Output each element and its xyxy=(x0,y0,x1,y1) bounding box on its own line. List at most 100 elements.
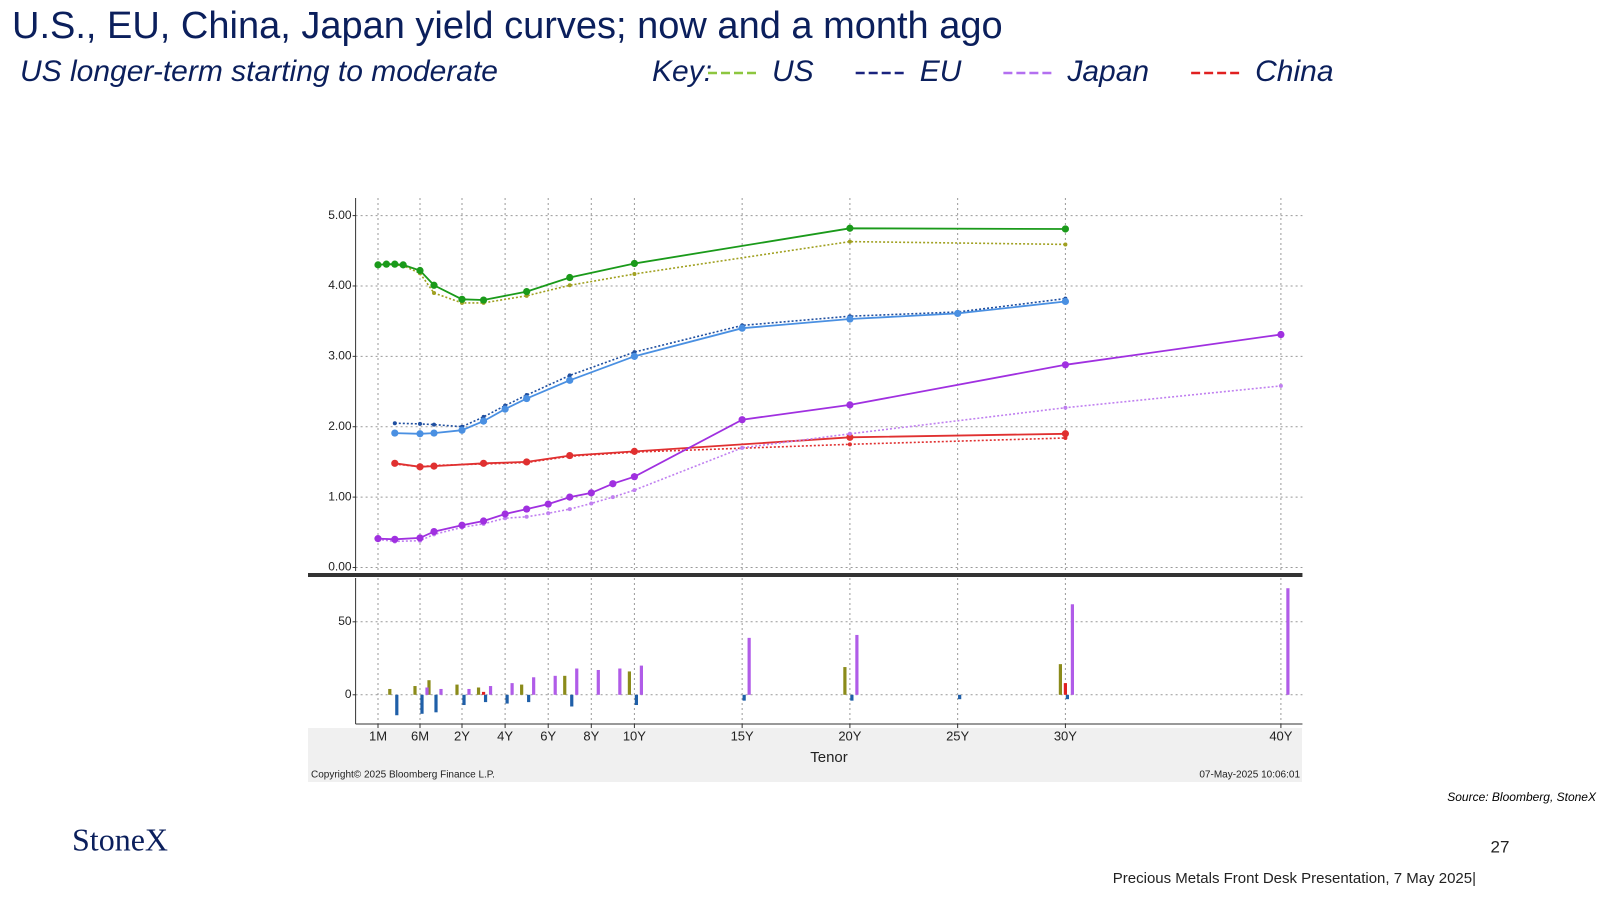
point xyxy=(524,514,529,519)
point xyxy=(847,431,852,436)
point xyxy=(418,421,422,426)
change-bar xyxy=(553,675,557,695)
logo: StoneX xyxy=(72,821,168,857)
x-tick-label: 8Y xyxy=(583,728,599,743)
point xyxy=(523,458,531,466)
point xyxy=(738,324,746,332)
x-tick-label: 2Y xyxy=(454,728,470,743)
point xyxy=(416,266,424,275)
y-tick-label: 4.00 xyxy=(328,278,352,292)
point xyxy=(1061,297,1069,306)
x-tick-label: 40Y xyxy=(1269,728,1292,743)
change-bar xyxy=(634,694,638,706)
point xyxy=(566,493,574,501)
y-tick-label: 2.00 xyxy=(328,419,352,433)
chart-area xyxy=(308,198,1302,782)
point xyxy=(1278,383,1283,388)
change-bar xyxy=(627,671,631,695)
copyright: Copyright© 2025 Bloomberg Finance L.P. xyxy=(311,770,495,781)
point xyxy=(391,535,399,543)
change-bar xyxy=(455,684,459,695)
point xyxy=(399,261,407,269)
point xyxy=(432,422,436,427)
change-bar xyxy=(483,694,488,703)
point xyxy=(1061,430,1069,438)
point xyxy=(391,429,399,437)
point xyxy=(630,352,639,360)
y-tick-label: 5.00 xyxy=(328,208,352,222)
point xyxy=(432,291,436,296)
change-bar xyxy=(527,694,531,703)
change-bar xyxy=(420,694,424,714)
timestamp: 07-May-2025 10:06:01 xyxy=(1199,770,1300,781)
key-entry: EU xyxy=(920,55,962,88)
change-bar xyxy=(488,686,493,695)
plot: 0.00 1.00 2.00 3.00 4.00 5.00 0 50 1M 6M 2Y 4Y 6Y 8Y 1… xyxy=(308,198,1303,781)
presentation-footer: Precious Metals Front Desk Presentation,… xyxy=(1113,870,1476,887)
key-entry: Japan xyxy=(1066,55,1149,88)
point xyxy=(567,283,572,288)
axis-strip xyxy=(308,728,1302,782)
x-tick-label: 30Y xyxy=(1054,728,1077,743)
y-tick-label: 0.00 xyxy=(328,560,352,574)
point xyxy=(954,309,962,318)
point xyxy=(479,417,488,425)
point xyxy=(430,281,438,289)
point xyxy=(416,463,424,471)
point xyxy=(416,430,424,438)
change-bar xyxy=(1063,683,1067,695)
key-entry: US xyxy=(772,55,814,88)
point xyxy=(416,534,424,542)
change-bar xyxy=(570,694,574,707)
point xyxy=(523,288,531,296)
point xyxy=(430,527,438,536)
change-bar xyxy=(618,668,622,695)
point xyxy=(458,521,466,529)
point xyxy=(374,261,382,269)
point xyxy=(846,315,854,323)
point xyxy=(738,416,746,424)
change-bar xyxy=(747,637,751,695)
page-number: 27 xyxy=(1491,837,1510,856)
x-tick-label: 4Y xyxy=(497,728,513,743)
point xyxy=(1063,405,1068,410)
change-bar xyxy=(388,688,392,695)
change-bar xyxy=(505,694,509,704)
point xyxy=(846,433,854,441)
change-bar xyxy=(1286,588,1290,695)
point xyxy=(566,451,574,460)
point xyxy=(501,510,509,518)
x-tick-label: 6Y xyxy=(540,728,556,743)
change-bar xyxy=(532,677,536,695)
point xyxy=(479,517,488,525)
key: US EU Japan China xyxy=(708,55,1334,88)
point xyxy=(567,373,572,378)
change-bar xyxy=(462,694,466,706)
source: Source: Bloomberg, StoneX xyxy=(1447,790,1597,804)
change-bar xyxy=(476,687,481,695)
point xyxy=(391,260,399,268)
point xyxy=(430,462,438,470)
change-bar xyxy=(510,683,514,695)
point xyxy=(544,500,552,508)
point xyxy=(847,239,852,244)
point xyxy=(846,401,854,409)
change-bar xyxy=(958,694,962,700)
change-bar xyxy=(1070,604,1074,695)
key-label: Key: xyxy=(652,55,712,88)
point xyxy=(382,260,391,268)
change-bar xyxy=(843,667,847,695)
point xyxy=(523,394,531,403)
x-tick-label: 25Y xyxy=(946,728,969,743)
point xyxy=(479,459,488,467)
x-tick-label: 1M xyxy=(369,728,387,743)
point xyxy=(847,442,852,447)
change-bar xyxy=(434,694,438,713)
point xyxy=(846,224,854,232)
point xyxy=(630,473,639,481)
x-tick-label: 10Y xyxy=(623,728,646,743)
change-bar xyxy=(481,691,486,695)
point xyxy=(430,429,438,437)
y-tick-label: 1.00 xyxy=(328,489,352,503)
